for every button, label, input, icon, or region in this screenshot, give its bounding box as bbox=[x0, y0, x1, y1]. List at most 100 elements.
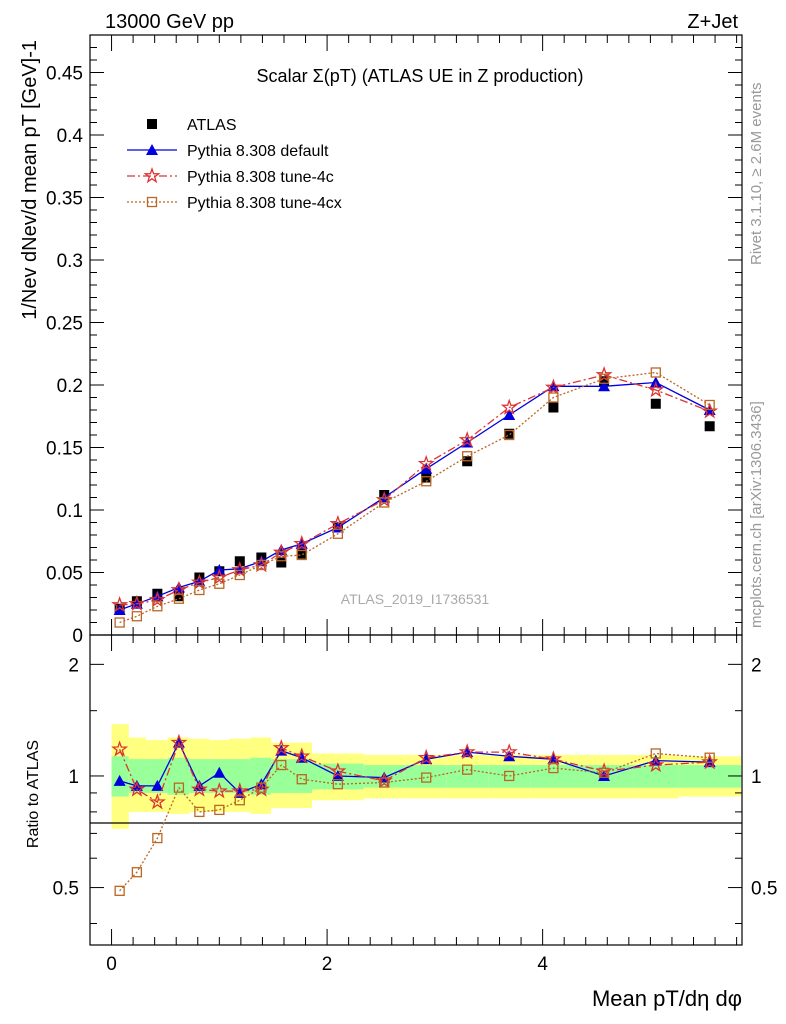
uncertainty-band-green bbox=[678, 765, 741, 788]
data-point bbox=[210, 568, 228, 585]
legend-label: Pythia 8.308 tune-4cx bbox=[187, 195, 342, 212]
ratio-point bbox=[332, 779, 344, 790]
data-point bbox=[378, 491, 391, 503]
ratio-point bbox=[111, 740, 129, 757]
x-tick-label: 4 bbox=[537, 954, 548, 975]
series-line bbox=[119, 381, 710, 611]
ratio-point bbox=[704, 752, 715, 763]
ratio-tick-label-right: 2 bbox=[751, 655, 762, 676]
data-point bbox=[152, 601, 163, 612]
legend-item: Pythia 8.308 tune-4c bbox=[127, 166, 334, 186]
main-y-axis-title: 1/Nev dNev/d mean pT [GeV]-1 bbox=[19, 40, 41, 320]
ratio-point bbox=[598, 769, 611, 781]
ratio-point bbox=[650, 748, 661, 759]
data-point bbox=[332, 528, 344, 539]
data-point bbox=[329, 514, 347, 532]
data-point bbox=[214, 578, 225, 589]
data-point bbox=[128, 594, 146, 612]
data-point bbox=[173, 591, 184, 602]
data-point bbox=[296, 548, 307, 559]
data-point bbox=[504, 429, 515, 441]
ratio-tick-label-left: 2 bbox=[68, 655, 79, 676]
ratio-point bbox=[114, 885, 125, 896]
ratio-point bbox=[504, 770, 515, 782]
data-point bbox=[173, 593, 185, 604]
ratio-point bbox=[379, 777, 390, 788]
y-tick-label: 0.05 bbox=[46, 564, 83, 585]
data-point bbox=[276, 557, 287, 568]
legend-item: Pythia 8.308 default bbox=[127, 143, 329, 160]
data-point bbox=[231, 560, 249, 578]
data-point bbox=[500, 398, 518, 415]
uncertainty-band-green bbox=[291, 759, 313, 793]
data-point bbox=[650, 398, 661, 409]
ratio-point bbox=[458, 743, 476, 760]
y-tick-label: 0.1 bbox=[57, 501, 83, 522]
y-tick-label: 0.45 bbox=[46, 64, 83, 85]
ratio-point bbox=[234, 795, 245, 806]
data-point bbox=[420, 462, 433, 474]
legend-label: Pythia 8.308 tune-4c bbox=[187, 169, 334, 186]
ratio-y-axis-title: Ratio to ATLAS bbox=[25, 740, 42, 848]
ratio-point bbox=[272, 739, 290, 756]
ratio-point bbox=[190, 780, 208, 797]
data-point bbox=[234, 569, 245, 581]
ratio-point bbox=[417, 748, 435, 766]
data-point bbox=[296, 549, 307, 561]
ratio-point bbox=[151, 779, 164, 791]
ratio-point bbox=[130, 779, 143, 791]
ratio-tick-label-left: 1 bbox=[68, 767, 79, 788]
legend-marker bbox=[147, 119, 157, 129]
data-point bbox=[172, 581, 185, 593]
data-point bbox=[544, 378, 562, 395]
data-point bbox=[113, 604, 126, 615]
uncertainty-band-green bbox=[189, 759, 210, 793]
data-point bbox=[256, 559, 267, 571]
ratio-point bbox=[131, 867, 143, 878]
header-process: Z+Jet bbox=[687, 11, 738, 33]
legend-label: ATLAS bbox=[187, 117, 237, 134]
data-point bbox=[704, 421, 715, 432]
data-point bbox=[504, 428, 515, 439]
data-point bbox=[421, 472, 432, 483]
legend-label: Pythia 8.308 default bbox=[187, 143, 329, 160]
watermark: ATLAS_2019_I1736531 bbox=[341, 591, 490, 607]
data-point bbox=[170, 581, 188, 598]
ratio-point bbox=[331, 769, 344, 781]
ratio-point bbox=[647, 756, 665, 773]
y-tick-label: 0.35 bbox=[46, 189, 83, 210]
ratio-point bbox=[210, 782, 228, 799]
data-point bbox=[503, 409, 516, 420]
legend-item: ATLAS bbox=[147, 117, 237, 134]
data-point bbox=[598, 373, 610, 384]
y-tick-label: 0.4 bbox=[57, 126, 84, 147]
data-point bbox=[598, 380, 611, 392]
ratio-line bbox=[119, 740, 710, 804]
ratio-point bbox=[276, 759, 287, 771]
ratio-point bbox=[544, 750, 562, 767]
main-panel: Scalar Σ(pT) (ATLAS UE in Z production) … bbox=[19, 34, 743, 647]
data-point bbox=[417, 454, 435, 471]
uncertainty-band-green bbox=[633, 765, 679, 788]
ratio-frame bbox=[89, 634, 743, 946]
ratio-point bbox=[213, 766, 226, 778]
ratio-tick-label-right: 0.5 bbox=[751, 879, 777, 900]
data-point bbox=[111, 596, 129, 613]
data-point bbox=[458, 431, 476, 448]
data-point bbox=[647, 381, 665, 398]
data-point bbox=[548, 402, 559, 413]
ratio-series-3 bbox=[114, 748, 715, 896]
ratio-point bbox=[329, 762, 347, 779]
data-point bbox=[194, 584, 205, 596]
x-tick-label: 0 bbox=[106, 954, 117, 975]
uncertainty-band-green bbox=[404, 765, 447, 788]
mcplots-label: mcplots.cern.ch [arXiv:1306.3436] bbox=[748, 401, 765, 628]
ratio-point bbox=[170, 733, 188, 750]
data-point bbox=[704, 399, 715, 411]
data-point bbox=[462, 451, 473, 462]
ratio-point bbox=[152, 832, 163, 844]
ratio-panel: 0.5 0.5 1 1 2 2 0 2 4 Ratio to ATLAS Mean pT/dη… bbox=[25, 35, 777, 1011]
data-point bbox=[650, 367, 661, 378]
ratio-point bbox=[193, 779, 206, 791]
